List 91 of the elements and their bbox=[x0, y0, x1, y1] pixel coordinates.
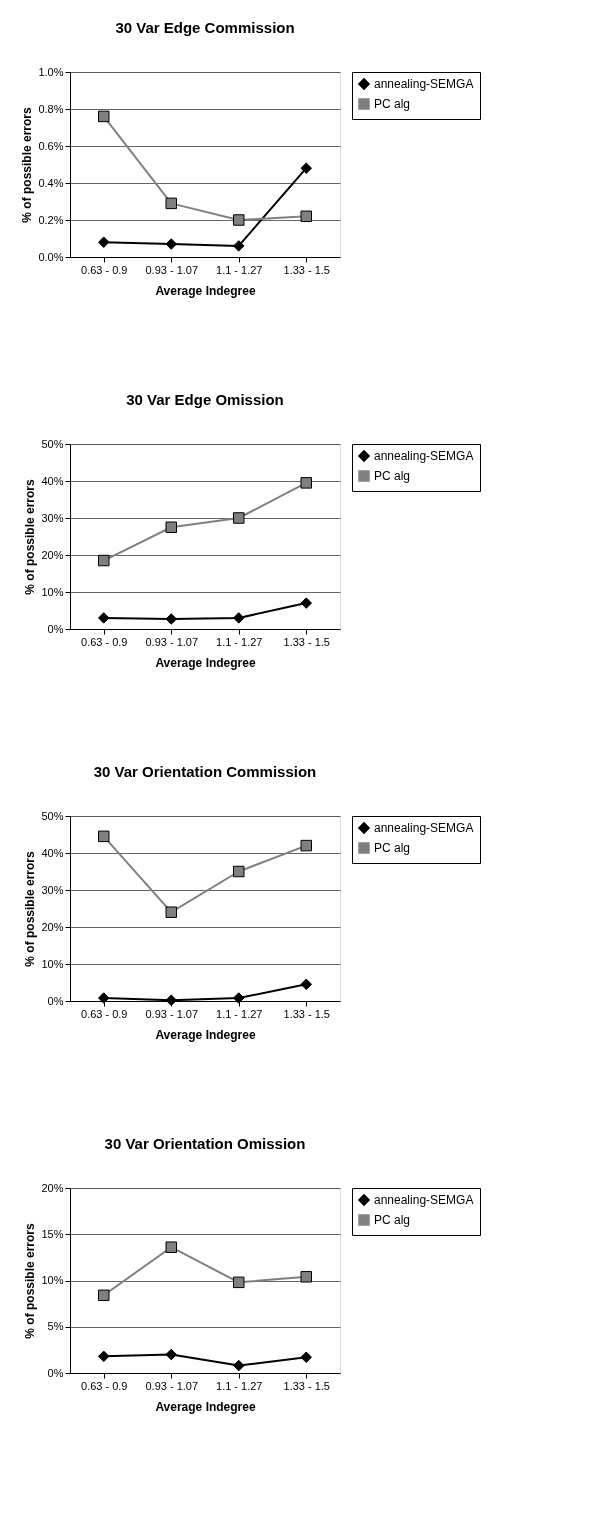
y-tick-label: 0.0% bbox=[38, 250, 64, 263]
y-tick-label: 20% bbox=[41, 1181, 64, 1194]
point bbox=[165, 906, 177, 918]
x-tick-label: 0.93 - 1.07 bbox=[145, 635, 199, 648]
point bbox=[233, 992, 245, 1004]
point bbox=[98, 110, 110, 123]
point bbox=[233, 214, 245, 226]
point bbox=[165, 1241, 177, 1253]
legend-label: PC alg bbox=[374, 1213, 411, 1227]
point bbox=[300, 597, 312, 609]
y-tick-label: 15% bbox=[41, 1227, 64, 1240]
chart-title: 30 Var Orientation Omission bbox=[104, 1135, 306, 1152]
point bbox=[300, 978, 312, 991]
point bbox=[165, 521, 177, 533]
point bbox=[98, 1350, 110, 1363]
point bbox=[98, 1289, 110, 1302]
point bbox=[165, 238, 177, 250]
x-tick-label: 1.33 - 1.5 bbox=[283, 1379, 330, 1392]
point bbox=[165, 197, 177, 210]
y-tick-label: 30% bbox=[41, 511, 64, 524]
legend-label: annealing-SEMGA bbox=[374, 77, 474, 91]
x-axis-title: Average Indegree bbox=[155, 655, 256, 670]
y-tick-label: 40% bbox=[41, 846, 64, 859]
legend-label: annealing-SEMGA bbox=[374, 821, 474, 835]
x-axis-title: Average Indegree bbox=[155, 283, 256, 298]
point bbox=[300, 477, 312, 489]
y-tick-label: 20% bbox=[41, 920, 64, 933]
point bbox=[165, 613, 177, 625]
x-tick-label: 1.1 - 1.27 bbox=[216, 263, 263, 276]
y-tick-label: 20% bbox=[41, 548, 64, 561]
chart-title: 30 Var Edge Commission bbox=[115, 19, 295, 36]
x-tick-label: 1.1 - 1.27 bbox=[216, 1379, 263, 1392]
legend-label: annealing-SEMGA bbox=[374, 1193, 474, 1207]
y-tick-label: 5% bbox=[47, 1320, 64, 1333]
y-tick-label: 0.2% bbox=[38, 213, 64, 226]
point bbox=[98, 236, 110, 248]
x-tick-label: 1.33 - 1.5 bbox=[283, 1007, 330, 1020]
point bbox=[98, 554, 110, 567]
point bbox=[300, 162, 312, 174]
x-axis-title: Average Indegree bbox=[155, 1027, 256, 1042]
x-axis-title: Average Indegree bbox=[155, 1399, 256, 1414]
point bbox=[300, 1351, 312, 1364]
y-tick-label: 10% bbox=[41, 1274, 64, 1286]
point bbox=[233, 1359, 245, 1372]
y-axis-title: % of possible errors bbox=[23, 851, 38, 967]
point bbox=[300, 1271, 312, 1283]
y-axis-title: % of possible errors bbox=[20, 107, 35, 223]
y-tick-label: 0% bbox=[47, 994, 64, 1007]
y-tick-label: 40% bbox=[41, 474, 64, 487]
chart-title: 30 Var Edge Omission bbox=[126, 391, 284, 408]
x-tick-label: 0.93 - 1.07 bbox=[145, 263, 199, 276]
x-tick-label: 1.1 - 1.27 bbox=[216, 635, 263, 648]
x-tick-label: 0.63 - 0.9 bbox=[81, 635, 128, 648]
point bbox=[300, 210, 312, 223]
point bbox=[233, 865, 245, 878]
y-tick-label: 50% bbox=[41, 437, 64, 450]
y-tick-label: 10% bbox=[41, 957, 64, 970]
point bbox=[165, 1348, 177, 1361]
legend-label: PC alg bbox=[374, 841, 411, 855]
x-tick-label: 0.93 - 1.07 bbox=[145, 1007, 199, 1020]
point bbox=[300, 839, 312, 852]
point bbox=[233, 512, 245, 524]
y-tick-label: 0% bbox=[47, 622, 64, 635]
y-tick-label: 0.4% bbox=[38, 176, 64, 189]
x-tick-label: 0.63 - 0.9 bbox=[81, 1007, 128, 1020]
x-tick-label: 1.1 - 1.27 bbox=[216, 1007, 263, 1020]
point bbox=[98, 612, 110, 624]
point bbox=[165, 994, 177, 1006]
y-tick-label: 0.8% bbox=[38, 102, 64, 115]
point bbox=[98, 992, 110, 1004]
x-tick-label: 0.93 - 1.07 bbox=[145, 1379, 199, 1392]
x-tick-label: 1.33 - 1.5 bbox=[283, 635, 330, 648]
y-tick-label: 0.6% bbox=[38, 139, 64, 152]
legend-label: PC alg bbox=[374, 469, 411, 483]
y-tick-label: 1.0% bbox=[38, 65, 64, 78]
point bbox=[98, 830, 110, 843]
y-tick-label: 10% bbox=[41, 585, 64, 598]
chart-title: 30 Var Orientation Commission bbox=[93, 763, 317, 780]
legend-label: annealing-SEMGA bbox=[374, 449, 474, 463]
y-tick-label: 0% bbox=[47, 1366, 64, 1379]
y-axis-title: % of possible errors bbox=[23, 1223, 38, 1339]
point bbox=[233, 240, 245, 252]
y-axis-title: % of possible errors bbox=[23, 479, 38, 595]
point bbox=[233, 1276, 245, 1289]
legend-label: PC alg bbox=[374, 97, 411, 111]
x-tick-label: 0.63 - 0.9 bbox=[81, 1379, 128, 1392]
y-tick-label: 30% bbox=[41, 883, 64, 896]
y-tick-label: 50% bbox=[41, 809, 64, 822]
x-tick-label: 0.63 - 0.9 bbox=[81, 263, 128, 276]
x-tick-label: 1.33 - 1.5 bbox=[283, 263, 330, 276]
point bbox=[233, 612, 245, 624]
